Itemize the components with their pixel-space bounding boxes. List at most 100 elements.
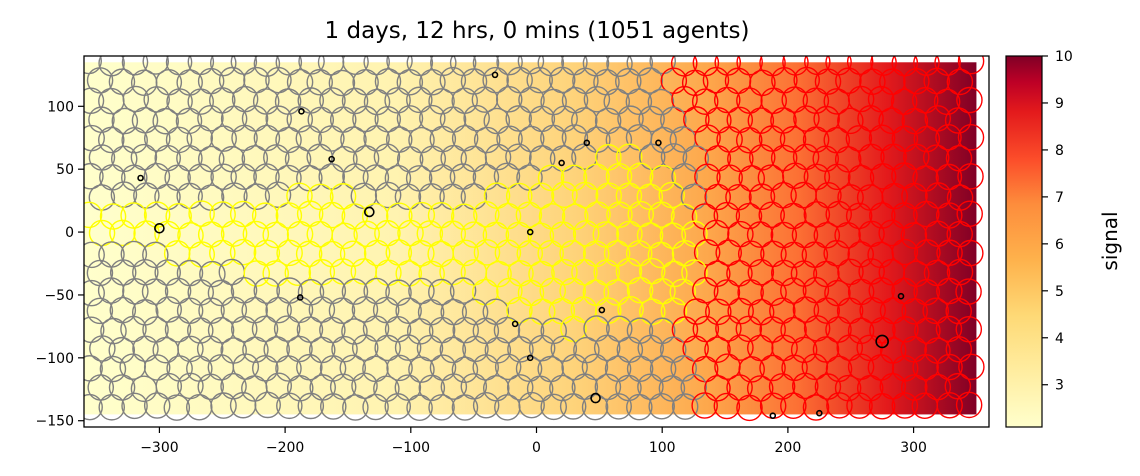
agent-marker	[154, 259, 181, 286]
dividing-agent-marker	[298, 108, 305, 115]
agent-marker	[913, 200, 940, 228]
y-tick-label: 0	[65, 225, 74, 241]
agent-marker	[561, 203, 589, 230]
agent-marker	[340, 126, 367, 153]
agent-marker	[716, 164, 743, 191]
agent-marker	[230, 315, 258, 343]
agent-marker	[484, 143, 512, 171]
agent-marker	[132, 335, 159, 362]
agent-marker	[372, 296, 400, 324]
agent-marker	[394, 183, 422, 210]
colorbar-tick-label: 3	[1055, 378, 1064, 394]
dividing-agent-marker	[769, 412, 777, 419]
agent-marker	[229, 238, 257, 266]
agent-marker	[120, 315, 147, 343]
agent-marker	[671, 85, 698, 113]
agent-marker	[559, 393, 587, 420]
dividing-agent-marker	[897, 292, 905, 300]
agent-marker	[846, 56, 874, 75]
agent-marker	[957, 56, 985, 75]
agent-marker	[472, 317, 500, 345]
agent-marker	[845, 202, 873, 230]
agent-marker	[847, 85, 875, 113]
agent-marker	[384, 164, 412, 192]
agent-marker	[802, 126, 830, 153]
agent-marker	[891, 392, 919, 419]
agent-marker	[658, 375, 686, 402]
agent-marker	[648, 201, 675, 228]
agent-marker	[166, 88, 193, 115]
agent-marker	[903, 67, 930, 95]
agent-marker	[549, 221, 577, 248]
agent-marker	[418, 260, 445, 288]
agent-marker	[691, 392, 718, 419]
x-tick-label: −300	[140, 440, 178, 456]
agent-marker	[275, 355, 302, 382]
agent-marker	[339, 240, 367, 268]
agents-layer	[84, 56, 985, 422]
agent-marker	[826, 392, 853, 419]
agent-marker	[780, 392, 807, 420]
agent-marker	[736, 87, 763, 114]
agent-marker	[605, 393, 632, 420]
agent-marker	[693, 239, 721, 266]
agent-marker	[649, 355, 677, 383]
y-axis: 100 50 0 −50 −100 −150	[36, 99, 84, 430]
agent-marker	[704, 375, 731, 402]
agent-marker	[913, 56, 940, 77]
agent-marker	[98, 394, 126, 421]
agent-marker	[669, 278, 696, 306]
agent-marker	[396, 105, 424, 132]
agent-marker	[891, 238, 919, 266]
agent-marker	[727, 334, 754, 361]
agent-marker	[342, 394, 369, 421]
agent-marker	[397, 219, 424, 247]
agent-marker	[418, 183, 445, 210]
agent-marker	[845, 125, 873, 152]
y-tick-label: −150	[36, 414, 74, 430]
agent-marker	[419, 104, 446, 132]
agent-marker	[649, 164, 677, 192]
agent-marker	[142, 56, 170, 75]
agent-marker	[945, 335, 973, 363]
agent-marker	[419, 145, 447, 173]
agent-marker	[935, 124, 962, 151]
agent-marker	[84, 201, 103, 229]
agent-marker	[813, 222, 841, 249]
agent-marker	[922, 297, 949, 325]
agent-marker	[901, 298, 928, 325]
agent-marker	[846, 392, 873, 419]
agent-marker	[451, 394, 479, 421]
agent-marker	[440, 144, 467, 172]
agent-marker	[540, 393, 567, 421]
agent-marker	[638, 143, 666, 171]
y-tick-label: 50	[56, 162, 74, 178]
agent-marker	[254, 391, 281, 419]
agent-marker	[704, 336, 731, 363]
agent-marker	[471, 86, 499, 113]
y-tick-label: 100	[47, 99, 74, 115]
agent-marker	[571, 107, 598, 134]
dividing-agent-marker	[328, 155, 335, 163]
agent-marker	[473, 126, 501, 154]
agent-marker	[782, 162, 809, 190]
agent-marker	[911, 86, 939, 114]
agent-marker	[603, 279, 630, 306]
agent-marker	[252, 355, 279, 382]
agent-marker	[913, 125, 941, 153]
agent-marker	[681, 69, 709, 97]
agent-marker	[636, 67, 664, 94]
agent-marker	[331, 222, 358, 250]
agent-marker	[881, 182, 908, 210]
agent-marker	[341, 318, 368, 345]
agent-marker	[230, 163, 257, 190]
agent-marker	[936, 353, 963, 381]
agent-marker	[527, 182, 555, 209]
agent-marker	[263, 144, 290, 171]
dividing-agent-marker	[526, 354, 534, 362]
colorbar-tick-label: 9	[1055, 96, 1064, 112]
agent-marker	[451, 124, 479, 152]
agent-marker	[944, 107, 972, 134]
agent-marker	[84, 393, 103, 421]
agent-marker	[152, 107, 179, 135]
